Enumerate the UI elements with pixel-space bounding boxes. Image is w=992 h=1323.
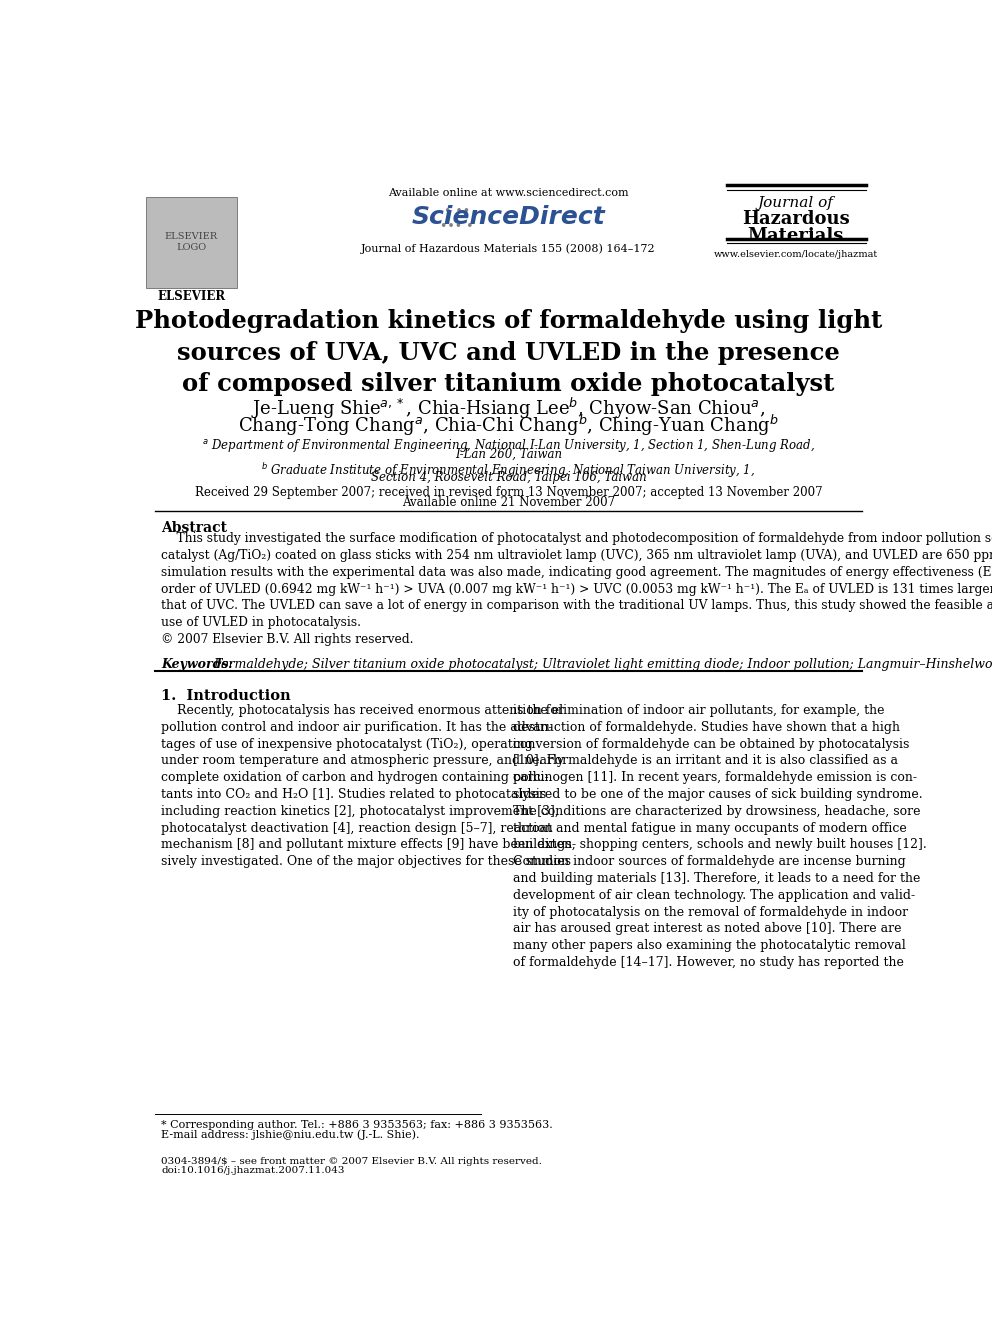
Text: Keywords:: Keywords: xyxy=(161,658,242,671)
Text: Formaldehyde; Silver titanium oxide photocatalyst; Ultraviolet light emitting di: Formaldehyde; Silver titanium oxide phot… xyxy=(213,658,992,671)
Text: Received 29 September 2007; received in revised form 13 November 2007; accepted : Received 29 September 2007; received in … xyxy=(194,486,822,499)
Text: doi:10.1016/j.jhazmat.2007.11.043: doi:10.1016/j.jhazmat.2007.11.043 xyxy=(161,1166,344,1175)
Text: www.elsevier.com/locate/jhazmat: www.elsevier.com/locate/jhazmat xyxy=(714,250,878,258)
Text: Section 4, Roosevelt Road, Taipei 106, Taiwan: Section 4, Roosevelt Road, Taipei 106, T… xyxy=(371,471,646,484)
Text: Recently, photocatalysis has received enormous attention for
pollution control a: Recently, photocatalysis has received en… xyxy=(161,704,576,868)
Text: ELSEVIER
LOGO: ELSEVIER LOGO xyxy=(165,233,218,251)
Text: Photodegradation kinetics of formaldehyde using light
sources of UVA, UVC and UV: Photodegradation kinetics of formaldehyd… xyxy=(135,308,882,396)
Bar xyxy=(146,197,237,288)
Text: Chang-Tong Chang$^{a}$, Chia-Chi Chang$^{b}$, Ching-Yuan Chang$^{b}$: Chang-Tong Chang$^{a}$, Chia-Chi Chang$^… xyxy=(238,413,779,438)
Text: is the elimination of indoor air pollutants, for example, the
destruction of for: is the elimination of indoor air polluta… xyxy=(513,704,927,968)
Text: Je-Lueng Shie$^{a,*}$, Chia-Hsiang Lee$^{b}$, Chyow-San Chiou$^{a}$,: Je-Lueng Shie$^{a,*}$, Chia-Hsiang Lee$^… xyxy=(251,396,766,421)
Text: Abstract: Abstract xyxy=(161,521,227,534)
Text: Available online 21 November 2007: Available online 21 November 2007 xyxy=(402,496,615,509)
Text: E-mail address: jlshie@niu.edu.tw (J.-L. Shie).: E-mail address: jlshie@niu.edu.tw (J.-L.… xyxy=(161,1130,420,1140)
Text: ScienceDirect: ScienceDirect xyxy=(412,205,605,229)
Text: • ••
••• •: • •• ••• • xyxy=(440,205,474,233)
Text: This study investigated the surface modification of photocatalyst and photodecom: This study investigated the surface modi… xyxy=(161,532,992,646)
Text: $^{a}$ Department of Environmental Engineering, National I-Lan University, 1, Se: $^{a}$ Department of Environmental Engin… xyxy=(202,438,814,455)
Text: * Corresponding author. Tel.: +886 3 9353563; fax: +886 3 9353563.: * Corresponding author. Tel.: +886 3 935… xyxy=(161,1119,553,1130)
Text: $^{b}$ Graduate Institute of Environmental Engineering, National Taiwan Universi: $^{b}$ Graduate Institute of Environment… xyxy=(261,460,756,479)
Text: Hazardous: Hazardous xyxy=(742,210,850,229)
Text: ELSEVIER: ELSEVIER xyxy=(158,290,225,303)
Text: 1.  Introduction: 1. Introduction xyxy=(161,688,291,703)
Text: Journal of: Journal of xyxy=(758,196,834,210)
Text: I-Lan 260, Taiwan: I-Lan 260, Taiwan xyxy=(455,447,561,460)
Text: Available online at www.sciencedirect.com: Available online at www.sciencedirect.co… xyxy=(388,188,629,198)
Text: Journal of Hazardous Materials 155 (2008) 164–172: Journal of Hazardous Materials 155 (2008… xyxy=(361,243,656,254)
Text: Materials: Materials xyxy=(748,226,844,245)
Text: 0304-3894/$ – see front matter © 2007 Elsevier B.V. All rights reserved.: 0304-3894/$ – see front matter © 2007 El… xyxy=(161,1156,542,1166)
